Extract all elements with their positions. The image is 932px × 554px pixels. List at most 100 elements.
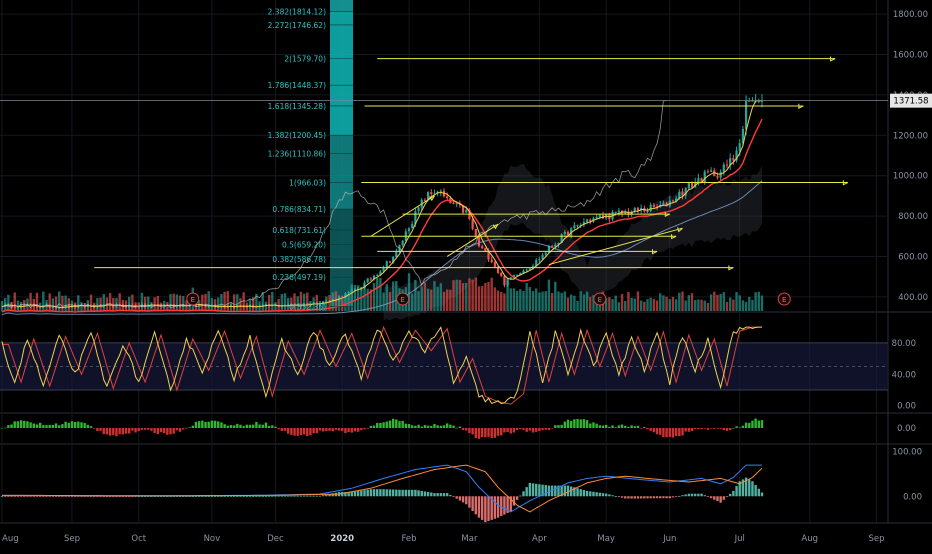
volume-bar bbox=[455, 279, 458, 311]
macd-histogram-bar bbox=[32, 496, 35, 498]
stoch-k-line bbox=[1, 326, 762, 405]
volume-bar bbox=[668, 299, 671, 311]
candle-body bbox=[363, 282, 366, 288]
macd-histogram-bar bbox=[54, 496, 58, 498]
macd-histogram-bar bbox=[395, 489, 398, 497]
momentum-bar bbox=[681, 428, 684, 436]
momentum-bar bbox=[725, 428, 729, 431]
time-tick-label: Aug bbox=[801, 534, 818, 544]
volume-bar bbox=[487, 281, 490, 311]
volume-bar bbox=[236, 294, 239, 311]
volume-bar bbox=[522, 290, 525, 311]
fib-level-label: 0.236(497.19) bbox=[272, 273, 326, 282]
candle-body bbox=[99, 304, 102, 307]
candle-body bbox=[261, 304, 264, 306]
momentum-bar bbox=[232, 425, 236, 428]
fib-band bbox=[330, 182, 353, 210]
volume-bar bbox=[318, 300, 322, 311]
macd-histogram-bar bbox=[582, 490, 586, 497]
macd-histogram-bar bbox=[347, 492, 350, 497]
momentum-bar bbox=[274, 426, 277, 428]
momentum-bar bbox=[694, 428, 697, 429]
price-tick-label: 1200.00 bbox=[893, 131, 928, 141]
macd-tick-label: 0.00 bbox=[903, 492, 922, 502]
volume-bar bbox=[395, 280, 398, 311]
momentum-bar bbox=[169, 428, 172, 435]
momentum-bar bbox=[430, 425, 433, 428]
momentum-bar bbox=[350, 428, 353, 433]
macd-histogram-bar bbox=[738, 481, 741, 497]
volume-bar bbox=[77, 295, 80, 311]
volume-bar bbox=[509, 288, 512, 311]
volume-bar bbox=[582, 294, 586, 311]
momentum-bar bbox=[544, 428, 547, 430]
momentum-bar bbox=[379, 422, 382, 428]
volume-bar bbox=[439, 283, 443, 311]
candle-body bbox=[392, 256, 395, 263]
moving-average-short bbox=[1, 118, 763, 313]
momentum-bar bbox=[461, 428, 465, 430]
volume-bar bbox=[719, 293, 722, 311]
candle-body bbox=[461, 205, 465, 213]
macd-histogram-bar bbox=[678, 495, 681, 497]
candle-body bbox=[481, 246, 484, 249]
momentum-bar bbox=[646, 428, 649, 430]
fib-band bbox=[330, 229, 353, 245]
macd-histogram-bar bbox=[58, 496, 61, 498]
macd-line bbox=[2, 464, 762, 513]
macd-histogram-bar bbox=[420, 490, 423, 497]
candle-body bbox=[741, 128, 745, 144]
trend-arrow-3-head bbox=[677, 227, 683, 233]
momentum-bar bbox=[19, 420, 23, 428]
macd-histogram-bar bbox=[169, 496, 172, 497]
momentum-bar bbox=[140, 428, 144, 430]
volume-bar bbox=[376, 277, 379, 311]
momentum-bar bbox=[16, 421, 20, 428]
volume-bar bbox=[471, 279, 474, 311]
momentum-bar bbox=[236, 423, 239, 428]
volume-bar bbox=[140, 292, 144, 311]
momentum-bar bbox=[684, 428, 687, 432]
momentum-bar bbox=[26, 421, 29, 428]
macd-histogram-bar bbox=[649, 496, 652, 499]
volume-bar bbox=[512, 288, 516, 311]
macd-histogram-bar bbox=[197, 496, 201, 497]
macd-histogram-bar bbox=[671, 496, 675, 498]
volume-bar bbox=[13, 292, 16, 311]
macd-histogram-bar bbox=[690, 493, 694, 497]
momentum-bar bbox=[38, 422, 42, 428]
momentum-bar bbox=[48, 424, 51, 428]
momentum-bar bbox=[395, 419, 398, 428]
momentum-bar bbox=[716, 428, 719, 429]
candle-body bbox=[624, 211, 627, 214]
macd-histogram-bar bbox=[385, 489, 388, 497]
volume-bar bbox=[102, 294, 105, 311]
momentum-bar bbox=[528, 428, 532, 431]
macd-histogram-bar bbox=[550, 485, 554, 497]
momentum-bar bbox=[404, 423, 408, 428]
volume-bar bbox=[299, 291, 303, 311]
momentum-bar bbox=[35, 424, 39, 428]
macd-histogram-bar bbox=[576, 488, 579, 497]
momentum-bar bbox=[64, 421, 67, 428]
momentum-bar bbox=[382, 422, 385, 428]
macd-signal-line bbox=[2, 464, 763, 513]
target-arrow-3-head bbox=[664, 211, 670, 218]
time-tick-label: Mar bbox=[461, 534, 478, 544]
momentum-bar bbox=[401, 420, 404, 428]
macd-histogram-bar bbox=[70, 496, 74, 498]
momentum-bar bbox=[493, 428, 497, 438]
candle-body bbox=[137, 306, 140, 308]
volume-bar bbox=[620, 294, 624, 311]
macd-histogram-bar bbox=[522, 491, 525, 497]
macd-histogram-bar bbox=[3, 496, 7, 498]
macd-histogram-bar bbox=[366, 489, 369, 497]
macd-histogram-bar bbox=[150, 496, 153, 497]
candle-body bbox=[598, 215, 601, 217]
macd-histogram-bar bbox=[369, 489, 373, 497]
momentum-bar bbox=[535, 428, 538, 432]
volume-bar bbox=[480, 286, 484, 311]
momentum-tick-label: 0.00 bbox=[897, 424, 916, 434]
